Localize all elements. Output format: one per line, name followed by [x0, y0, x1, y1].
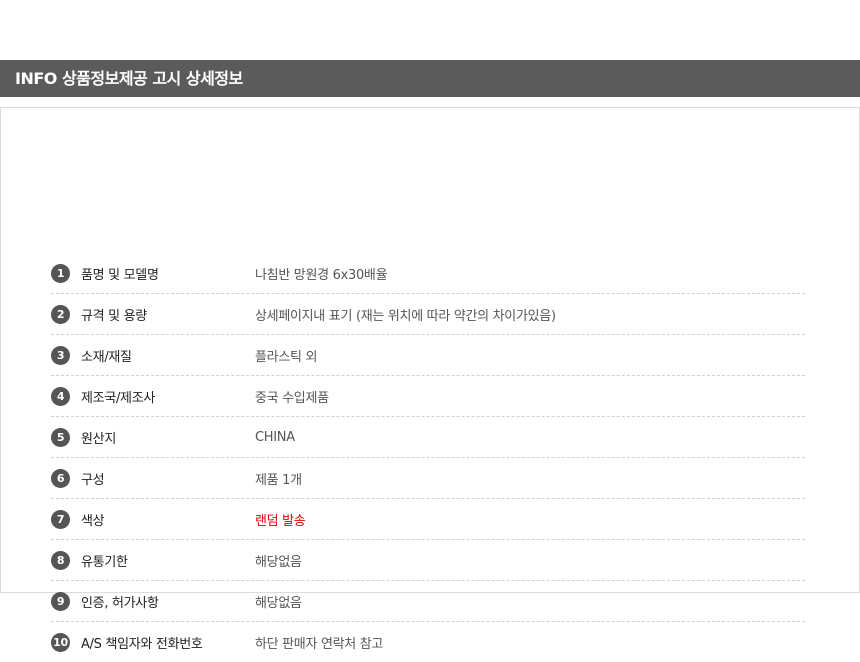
row-label: A/S 책임자와 전화번호	[81, 636, 203, 652]
section-header: INFO 상품정보제공 고시 상세정보	[0, 60, 860, 97]
number-badge: 7	[51, 509, 70, 529]
info-panel: 1 품명 및 모델명 나침반 망원경 6x30배율 2 규격 및 용량 상세페이지내 표기…	[0, 107, 860, 652]
info-row: 5 원산지 CHINA	[51, 417, 805, 458]
number-badge: 1	[51, 263, 70, 283]
info-row: 9 인증, 허가사항 해당없음	[51, 581, 805, 622]
number-badge: 8	[51, 550, 70, 570]
row-label: 색상	[81, 513, 105, 529]
row-label: 품명 및 모델명	[81, 267, 159, 283]
row-value: 상세페이지내 표기 (재는 위치에 따라 약간의 차이가있음)	[255, 308, 556, 324]
number-badge: 2	[51, 304, 70, 324]
info-row: 10 A/S 책임자와 전화번호 하단 판매자 연락처 참고	[51, 622, 805, 662]
info-row: 2 규격 및 용량 상세페이지내 표기 (재는 위치에 따라 약간의 차이가있음)	[51, 294, 805, 335]
row-value: 하단 판매자 연락처 참고	[255, 636, 384, 652]
number-badge: 9	[51, 591, 70, 611]
row-value: 플라스틱 외	[255, 349, 318, 365]
row-label: 제조국/제조사	[81, 390, 156, 406]
row-label: 규격 및 용량	[81, 308, 147, 324]
row-value: 중국 수입제품	[255, 390, 329, 406]
row-label: 원산지	[81, 431, 116, 447]
info-row: 8 유통기한 해당없음	[51, 540, 805, 581]
info-row: 3 소재/재질 플라스틱 외	[51, 335, 805, 376]
row-label: 소재/재질	[81, 349, 132, 365]
info-row: 4 제조국/제조사 중국 수입제품	[51, 376, 805, 417]
row-value: 랜덤 발송	[255, 513, 306, 529]
info-row: 6 구성 제품 1개	[51, 458, 805, 499]
row-value: CHINA	[255, 429, 295, 445]
number-badge: 10	[51, 632, 70, 652]
info-row: 1 품명 및 모델명 나침반 망원경 6x30배율	[51, 253, 805, 294]
row-value: 해당없음	[255, 595, 302, 611]
number-badge: 4	[51, 386, 70, 406]
row-value: 해당없음	[255, 554, 302, 570]
number-badge: 6	[51, 468, 70, 488]
row-label: 인증, 허가사항	[81, 595, 159, 611]
row-label: 유통기한	[81, 554, 128, 570]
row-value: 제품 1개	[255, 472, 302, 488]
row-value: 나침반 망원경 6x30배율	[255, 267, 388, 283]
row-label: 구성	[81, 472, 105, 488]
info-table: 1 품명 및 모델명 나침반 망원경 6x30배율 2 규격 및 용량 상세페이지내 표기…	[51, 253, 805, 662]
number-badge: 3	[51, 345, 70, 365]
number-badge: 5	[51, 427, 70, 447]
info-row: 7 색상 랜덤 발송	[51, 499, 805, 540]
